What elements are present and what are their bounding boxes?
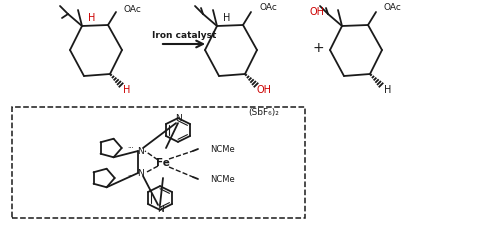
Text: OAc: OAc xyxy=(384,4,402,13)
Text: +: + xyxy=(312,41,324,55)
Text: NCMe: NCMe xyxy=(210,144,235,153)
Text: N: N xyxy=(137,169,144,178)
Text: N: N xyxy=(137,146,144,155)
Text: NCMe: NCMe xyxy=(210,175,235,184)
Text: H: H xyxy=(384,85,392,95)
Text: H: H xyxy=(123,85,131,95)
Text: OAc: OAc xyxy=(259,4,277,13)
Text: OH: OH xyxy=(309,7,324,17)
Text: N: N xyxy=(156,205,163,214)
Text: OH: OH xyxy=(256,85,272,95)
Text: H: H xyxy=(88,13,96,23)
Text: Iron catalyst: Iron catalyst xyxy=(152,31,216,40)
Bar xyxy=(12,107,305,218)
Text: (SbF₆)₂: (SbF₆)₂ xyxy=(248,108,279,117)
Text: ···: ··· xyxy=(128,145,134,151)
Text: N: N xyxy=(175,114,181,123)
Text: ···: ··· xyxy=(128,173,134,179)
Text: Fe: Fe xyxy=(156,158,170,168)
Text: H: H xyxy=(223,13,230,23)
Text: OAc: OAc xyxy=(124,4,142,13)
